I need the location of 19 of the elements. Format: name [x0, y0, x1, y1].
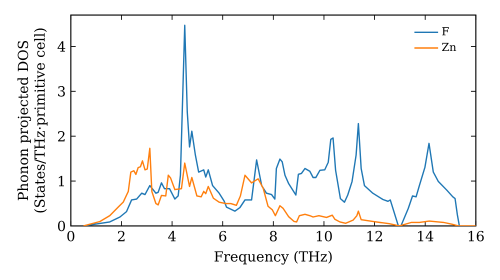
- y-tick-label: 3: [58, 86, 65, 97]
- legend-label: F: [442, 27, 449, 36]
- x-tick-label: 4: [168, 230, 176, 242]
- x-tick-label: 6: [219, 230, 226, 242]
- x-tick-label: 10: [316, 230, 332, 242]
- y-tick-label: 4: [58, 41, 66, 52]
- x-tick-label: 14: [418, 230, 434, 242]
- y-tick-label: 1: [58, 176, 64, 186]
- x-tick-label: 8: [270, 230, 277, 242]
- x-tick-label: 0: [67, 230, 74, 242]
- x-axis-title: Frequency (THz): [214, 250, 332, 265]
- y-tick-label: 0: [58, 220, 66, 232]
- legend-label: Zn: [442, 42, 456, 52]
- y-tick-label: 2: [58, 131, 65, 142]
- y-axis-title: Phonon projected DOS (States/THz·primitive cell): [17, 28, 48, 212]
- line-series: [82, 148, 476, 226]
- x-tick-label: 16: [468, 230, 484, 242]
- x-tick-label: 12: [367, 230, 382, 242]
- x-tick-label: 2: [118, 230, 125, 242]
